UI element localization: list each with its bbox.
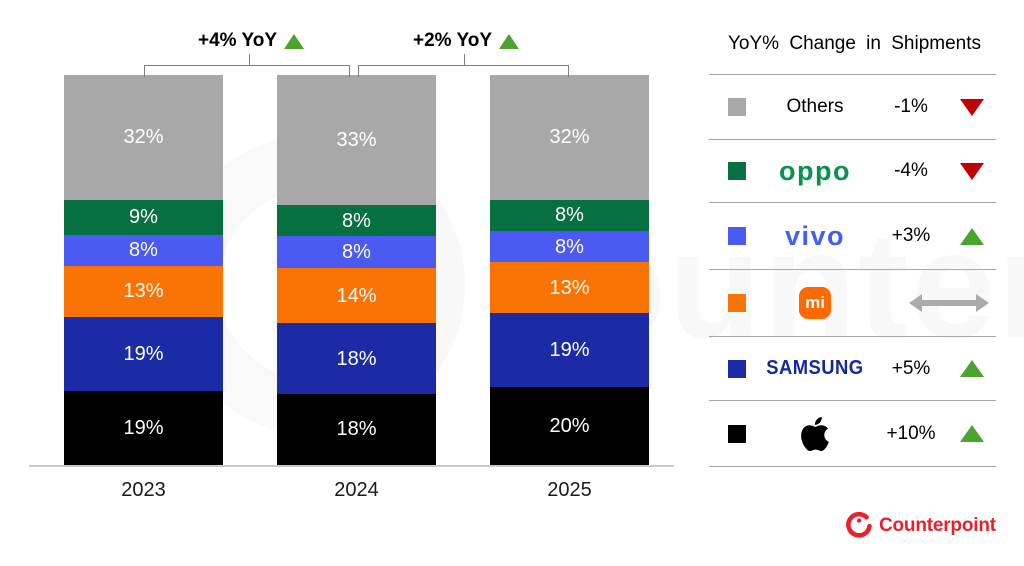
samsung-swatch xyxy=(728,359,746,378)
bar-2025: 32% 8% 8% 13% 19% 20% xyxy=(490,75,649,465)
segment-value-label: 18% xyxy=(336,347,377,370)
segment-value-label: 19% xyxy=(123,342,164,365)
segment-value-label: 18% xyxy=(336,418,377,441)
segment-apple-2023: 19% xyxy=(64,390,223,465)
yoy-annotation-text: +2% YoY xyxy=(412,30,493,51)
x-axis-line xyxy=(29,465,674,467)
x-axis-label-2024: 2024 xyxy=(334,479,379,501)
segment-value-label: 14% xyxy=(336,284,377,307)
segment-xiaomi-2023: 13% xyxy=(64,266,223,317)
segment-value-label: 13% xyxy=(123,280,164,303)
oppo-logo: OPPO xyxy=(779,155,851,186)
plot-area: 32% 9% 8% 13% 19% 19% 33% 8% 8% 14% 18% 18% 32% 8% 8% 1… xyxy=(0,75,709,465)
segment-samsung-2023: 19% xyxy=(64,316,223,391)
xiaomi-swatch xyxy=(728,294,746,312)
segment-others-2025: 32% xyxy=(490,75,649,200)
segment-oppo-2025: 8% xyxy=(490,199,649,231)
counterpoint-logo: Counterpoint xyxy=(845,512,996,539)
segment-xiaomi-2024: 14% xyxy=(277,267,436,324)
segment-apple-2025: 20% xyxy=(490,386,649,465)
yoy-bracket-tick-2 xyxy=(464,54,465,65)
vivo-logo: vivo xyxy=(784,220,846,251)
legend-row-xiaomi: mi xyxy=(709,270,996,337)
up-arrow-icon xyxy=(959,227,984,245)
segment-value-label: 8% xyxy=(555,235,584,258)
up-arrow-icon xyxy=(959,360,984,377)
xiaomi-mi-logo: mi xyxy=(799,287,831,319)
oppo-swatch xyxy=(728,162,746,180)
yoy-bracket-tick-1 xyxy=(249,54,250,65)
legend-title: YoY% Change in Shipments xyxy=(709,0,996,75)
down-arrow-icon xyxy=(959,162,984,180)
legend-row-apple: +10% xyxy=(709,401,996,467)
counterpoint-logo-text: Counterpoint xyxy=(879,514,996,536)
yoy-bracket-2024-2025 xyxy=(358,65,569,77)
legend-row-vivo: vivo +3% xyxy=(709,203,996,270)
apple-swatch xyxy=(728,424,746,443)
others-swatch xyxy=(728,98,746,116)
segment-value-label: 8% xyxy=(555,204,584,227)
segment-value-label: 9% xyxy=(129,206,158,229)
samsung-logo: SAMSUNG xyxy=(766,357,864,379)
segment-value-label: 8% xyxy=(342,209,371,232)
yoy-annotation-2025: +2% YoY xyxy=(412,30,520,52)
flat-double-arrow-icon xyxy=(908,294,989,312)
counterpoint-ring-icon xyxy=(846,512,872,538)
up-arrow-icon xyxy=(959,425,984,442)
chart-region: 32% 9% 8% 13% 19% 19% 33% 8% 8% 14% 18% 18% 32% 8% 8% 1… xyxy=(0,30,709,501)
apple-logo-icon xyxy=(801,416,829,451)
x-axis-label-2023: 2023 xyxy=(121,479,166,501)
segment-value-label: 32% xyxy=(123,126,164,149)
segment-others-2024: 33% xyxy=(277,75,436,205)
legend-panel: YoY% Change in Shipments Others -1% OPPO… xyxy=(709,0,996,467)
segment-oppo-2023: 9% xyxy=(64,199,223,235)
segment-others-2023: 32% xyxy=(64,75,223,200)
down-arrow-icon xyxy=(959,98,984,116)
up-triangle-icon xyxy=(284,33,305,49)
segment-value-label: 8% xyxy=(342,241,371,264)
segment-apple-2024: 18% xyxy=(277,394,436,465)
others-change-value: -1% xyxy=(894,96,928,117)
segment-value-label: 19% xyxy=(549,338,590,361)
oppo-change-value: -4% xyxy=(894,160,928,181)
others-label: Others xyxy=(786,96,844,117)
x-axis-label-2025: 2025 xyxy=(547,479,592,501)
segment-vivo-2024: 8% xyxy=(277,236,436,268)
legend-row-oppo: OPPO -4% xyxy=(709,140,996,203)
bar-2024: 33% 8% 8% 14% 18% 18% xyxy=(277,75,436,465)
yoy-annotation-2024: +4% YoY xyxy=(197,30,305,52)
vivo-change-value: +3% xyxy=(891,225,931,246)
segment-value-label: 8% xyxy=(129,239,158,262)
segment-samsung-2025: 19% xyxy=(490,312,649,387)
segment-vivo-2025: 8% xyxy=(490,230,649,263)
yoy-annotation-text: +4% YoY xyxy=(197,30,278,51)
segment-value-label: 32% xyxy=(549,126,590,149)
segment-samsung-2024: 18% xyxy=(277,323,436,395)
segment-value-label: 20% xyxy=(549,414,590,437)
apple-change-value: +10% xyxy=(886,422,936,444)
legend-row-samsung: SAMSUNG +5% xyxy=(709,337,996,401)
samsung-change-value: +5% xyxy=(891,357,931,379)
vivo-swatch xyxy=(728,227,746,245)
bar-2023: 32% 9% 8% 13% 19% 19% xyxy=(64,75,223,465)
up-triangle-icon xyxy=(499,33,520,49)
segment-vivo-2023: 8% xyxy=(64,234,223,267)
segment-value-label: 33% xyxy=(336,128,377,151)
yoy-bracket-2023-2024 xyxy=(144,65,350,77)
segment-xiaomi-2025: 13% xyxy=(490,262,649,313)
segment-oppo-2024: 8% xyxy=(277,204,436,237)
segment-value-label: 13% xyxy=(549,276,590,299)
segment-value-label: 19% xyxy=(123,416,164,439)
legend-row-others: Others -1% xyxy=(709,75,996,140)
